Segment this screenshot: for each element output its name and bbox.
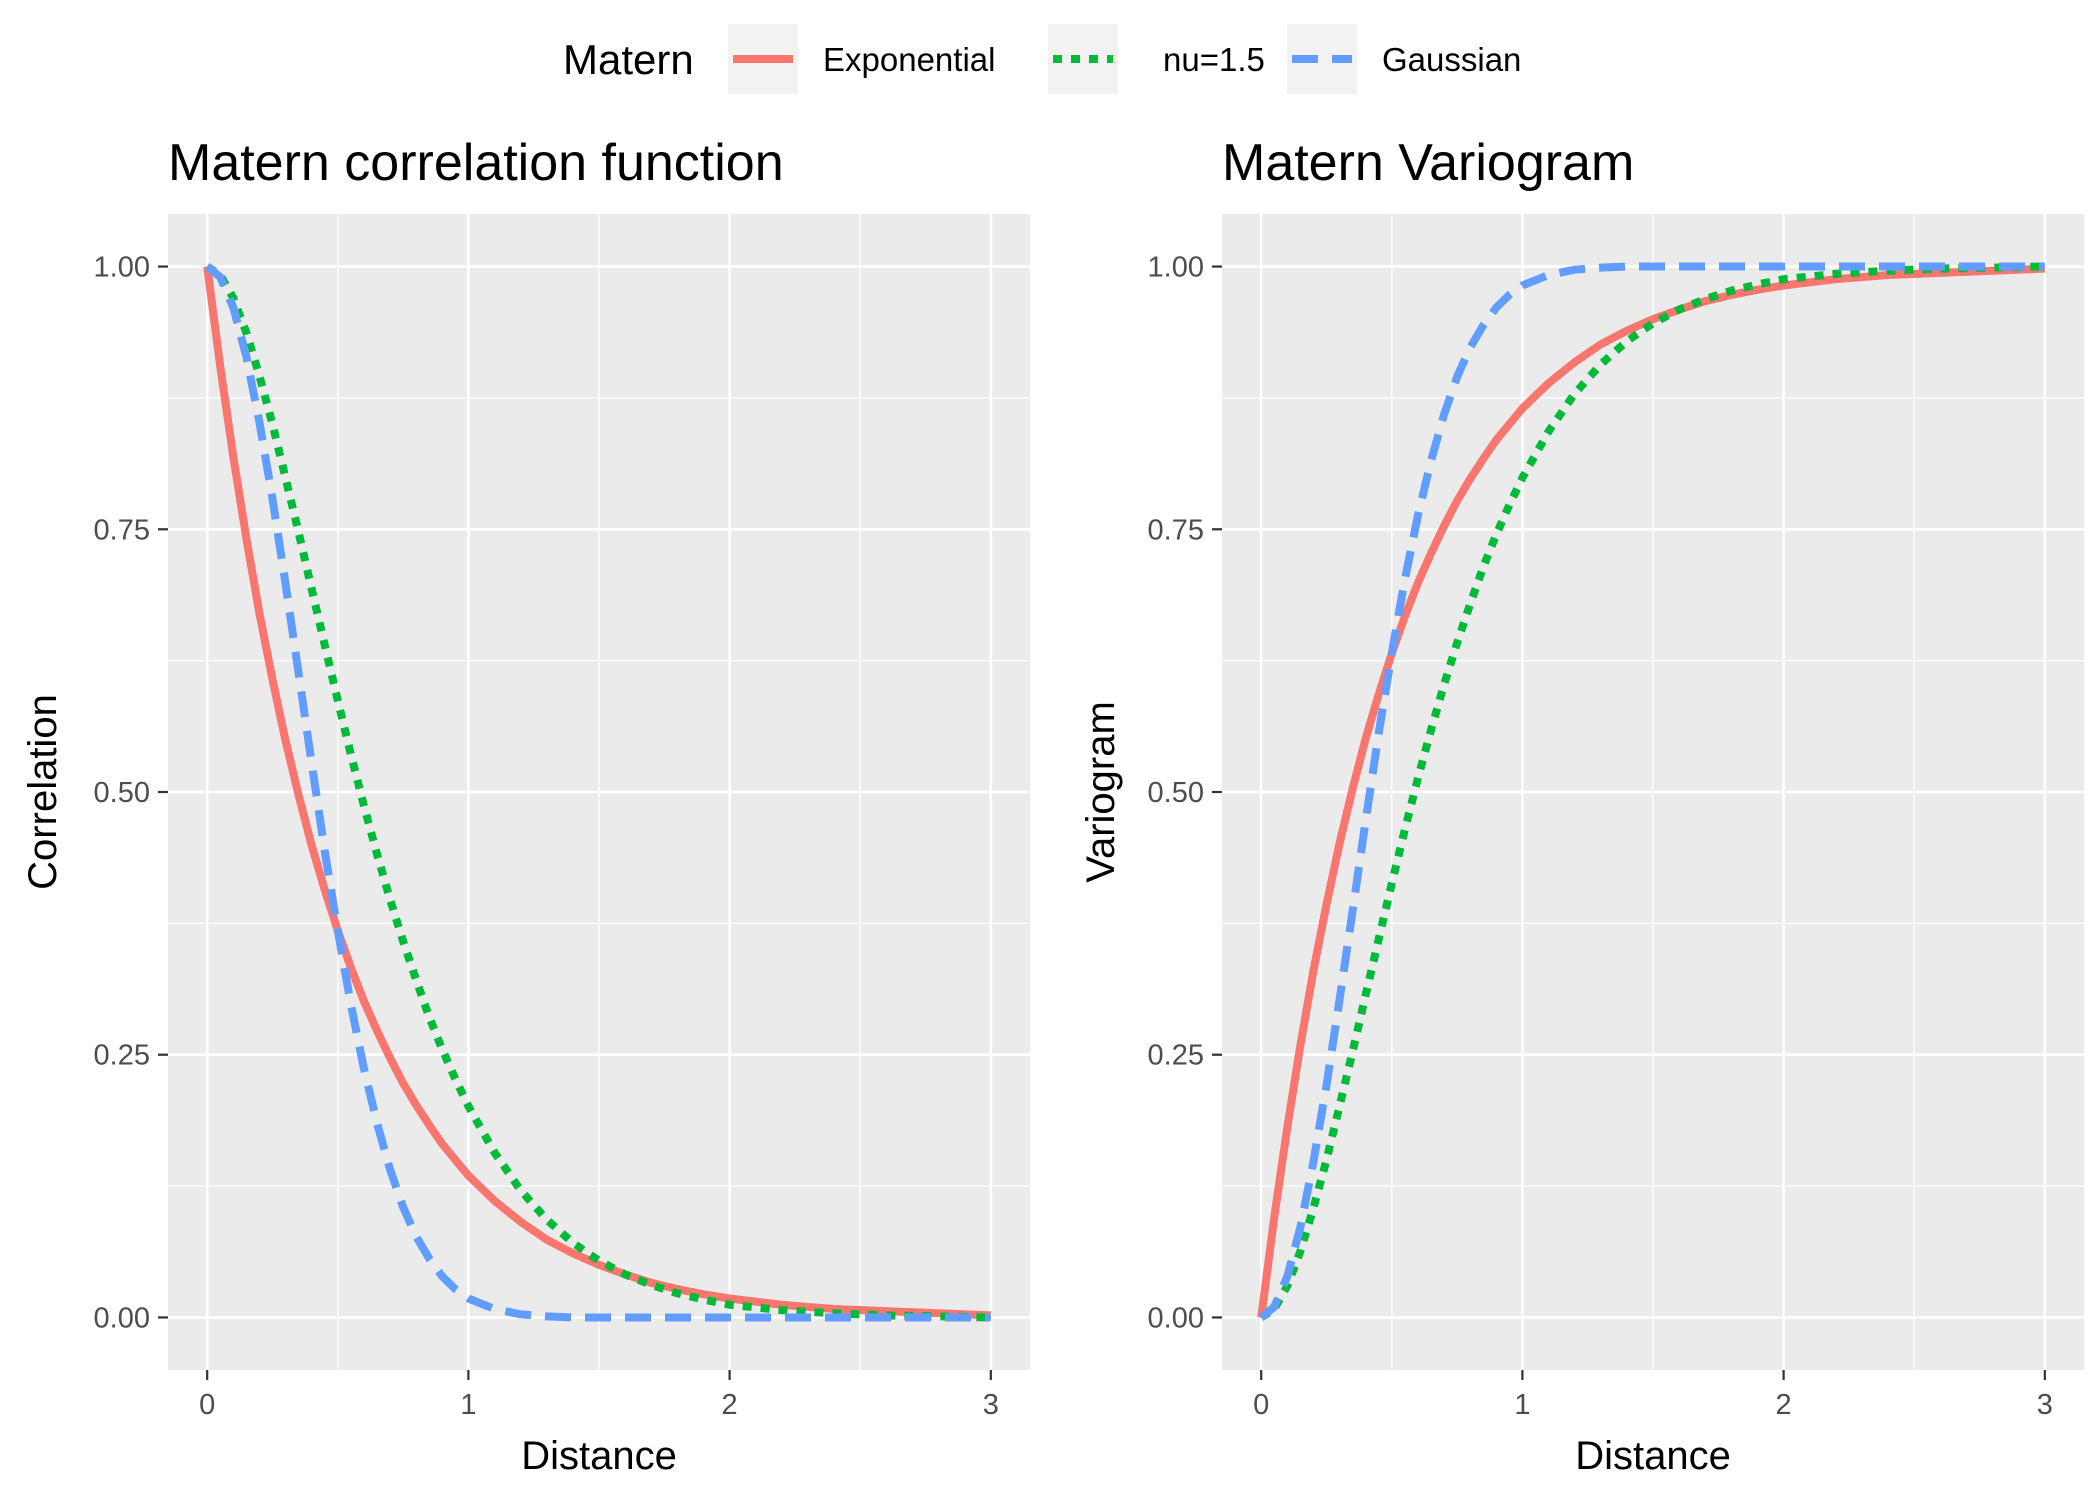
y-axis-label-correlation: Correlation [21,694,65,890]
x-axis-label-variogram: Distance [1575,1434,1731,1478]
y-tick-label: 0.75 [1148,514,1204,546]
axis-ticks-correlation: 0 1 2 3 0.00 0.25 0.50 0.75 1.00 [94,252,999,1421]
y-tick-label: 0.50 [94,777,150,809]
y-tick-label: 0.75 [94,514,150,546]
x-tick-label: 1 [1514,1389,1530,1421]
y-tick-label: 0.00 [94,1302,150,1334]
panel-variogram: Matern Variogram 0 1 2 3 0.00 0.25 0.50 0.75 1.0… [1079,134,2084,1478]
panel-title-variogram: Matern Variogram [1222,134,1634,192]
panel-correlation: Matern correlation function 0 1 2 3 0.00 0.25… [21,134,1030,1478]
legend-label-nu15: nu=1.5 [1163,41,1265,78]
y-tick-label: 1.00 [94,252,150,284]
gridlines-correlation [168,214,1030,1370]
series-lines-correlation [203,263,991,1322]
series-line-gaussian [204,263,991,1322]
panel-title-correlation: Matern correlation function [168,134,784,192]
y-axis-label-variogram: Variogram [1079,701,1123,883]
x-axis-label-correlation: Distance [521,1434,677,1478]
x-tick-label: 3 [983,1389,999,1421]
y-tick-label: 0.25 [94,1040,150,1072]
legend-entry-nu15: nu=1.5 [1048,24,1265,94]
series-line-exponential [1257,264,2045,1319]
legend-label-exponential: Exponential [823,41,995,78]
y-tick-label: 0.00 [1148,1302,1204,1334]
y-tick-label: 0.50 [1148,777,1204,809]
x-tick-label: 1 [460,1389,476,1421]
legend-label-gaussian: Gaussian [1382,41,1521,78]
x-tick-label: 2 [1776,1389,1792,1421]
x-tick-label: 2 [722,1389,738,1421]
y-tick-label: 1.00 [1148,252,1204,284]
legend-entry-exponential: Exponential [728,24,995,94]
axis-ticks-variogram: 0 1 2 3 0.00 0.25 0.50 0.75 1.00 [1148,252,2053,1421]
legend: Matern Exponential nu=1.5 Gaussian [563,24,1521,94]
x-tick-label: 0 [199,1389,215,1421]
series-lines-variogram [1257,262,2045,1321]
legend-entry-gaussian: Gaussian [1287,24,1521,94]
gridlines-variogram [1222,214,2084,1370]
series-line-nu15 [1259,262,2045,1321]
x-tick-label: 3 [2037,1389,2053,1421]
x-tick-label: 0 [1253,1389,1269,1421]
y-tick-label: 0.25 [1148,1040,1204,1072]
series-line-exponential [203,265,991,1320]
series-line-gaussian [1258,262,2045,1321]
legend-title: Matern [563,36,694,83]
series-line-nu15 [205,263,991,1322]
